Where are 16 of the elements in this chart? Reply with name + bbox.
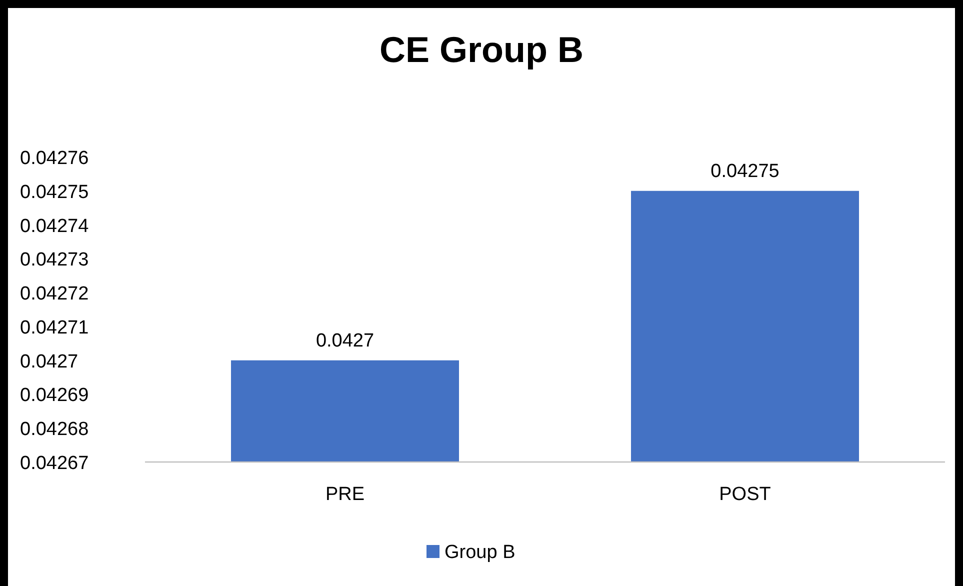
y-tick-label: 0.04275 xyxy=(20,182,89,203)
y-tick-label: 0.04274 xyxy=(20,216,90,237)
x-tick-label: POST xyxy=(719,484,772,505)
y-tick-label: 0.0427 xyxy=(20,351,78,372)
y-tick-label: 0.04268 xyxy=(20,419,89,440)
y-tick-label: 0.04267 xyxy=(20,453,89,474)
data-label: 0.04275 xyxy=(710,160,780,182)
legend-label: Group B xyxy=(444,542,516,563)
chart-title: CE Group B xyxy=(380,29,584,70)
y-tick-label: 0.04269 xyxy=(20,385,89,406)
data-label: 0.0427 xyxy=(316,330,374,352)
y-tick-label: 0.04276 xyxy=(20,148,89,169)
x-tick-label: PRE xyxy=(325,484,365,505)
y-tick-label: 0.04273 xyxy=(20,250,89,271)
y-tick-label: 0.04271 xyxy=(20,317,89,338)
y-tick-label: 0.04272 xyxy=(20,284,89,305)
